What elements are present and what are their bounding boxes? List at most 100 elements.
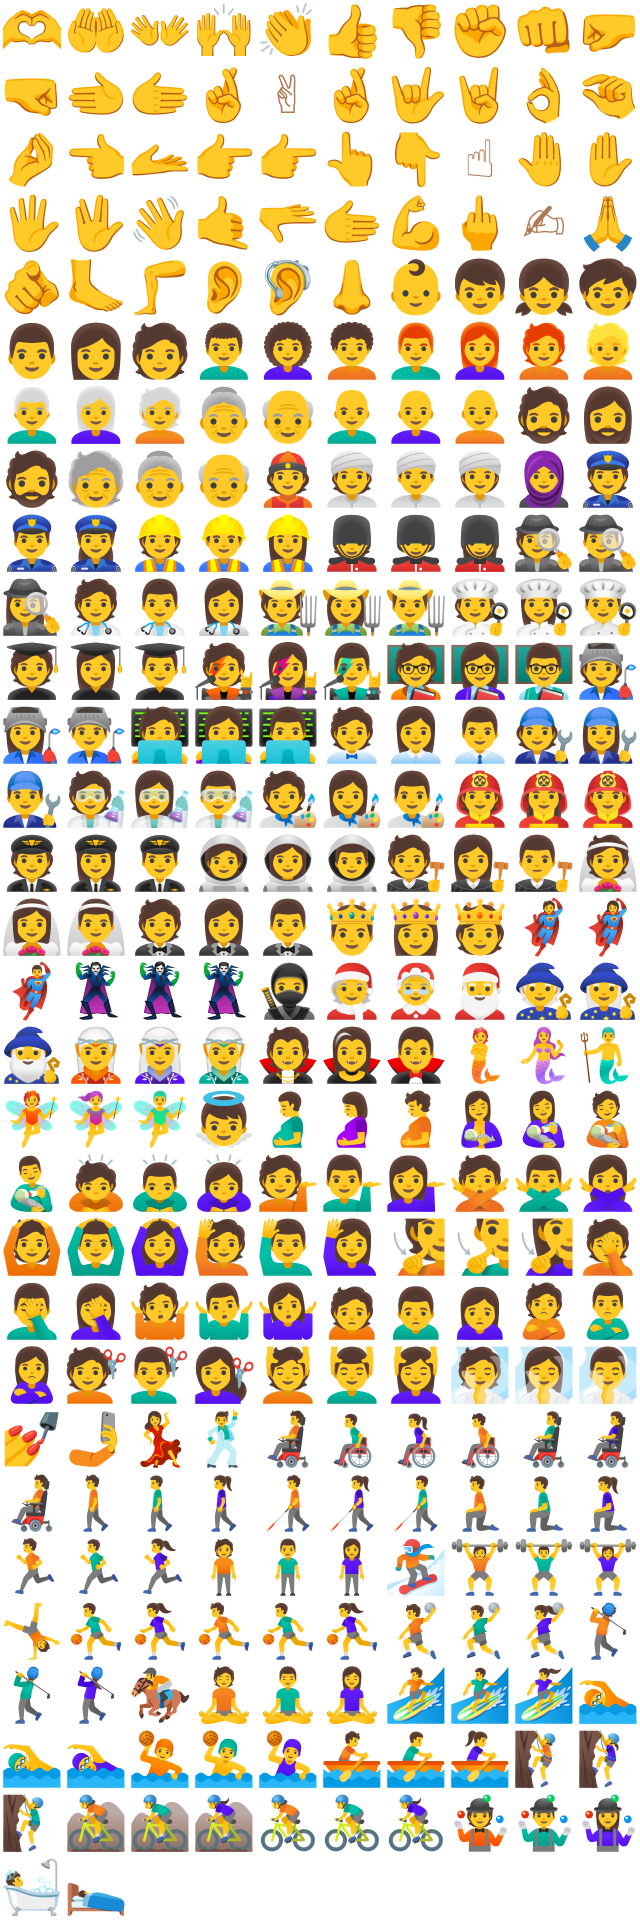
elf-icon: 🧝 [63, 1026, 129, 1086]
emoji-cell: 👃 [319, 256, 385, 320]
emoji-cell: 👩‍🔧 [576, 704, 640, 768]
woman-pilot-icon: 👩‍✈ [63, 834, 129, 894]
pinched-fingers-icon: 🤌 [0, 130, 65, 190]
emoji-cell: 🤦‍♂ [0, 1280, 64, 1344]
person-pouting-icon: 🙎 [511, 1282, 577, 1342]
emoji-cell: 🧙 [511, 960, 577, 1024]
person-playing-handball-icon: 🤾 [383, 1602, 449, 1662]
emoji-cell: 🧑‍🌾 [255, 576, 321, 640]
emoji-cell: 👲 [256, 448, 321, 512]
emoji-cell: 🥷 [255, 960, 321, 1024]
man-red-hair-icon: 👨‍🦰 [383, 322, 449, 382]
woman-in-tuxedo-icon: 🤵‍♀ [191, 898, 257, 958]
emoji-cell: 🤜 [0, 64, 64, 128]
emoji-cell: 👩‍🦽 [384, 1408, 449, 1472]
man-raising-hand-icon: 🙋‍♂ [255, 1218, 321, 1278]
emoji-cell: 🧑‍🎓 [0, 640, 64, 704]
emoji-cell: 🧑‍🍼 [576, 1088, 640, 1152]
emoji-cell: 🙆‍♂ [64, 1216, 129, 1280]
emoji-cell: 🙇 [63, 1152, 129, 1216]
man-facepalming-icon: 🤦‍♂ [0, 1282, 65, 1342]
emoji-cell: 💁‍♀ [384, 1152, 449, 1216]
emoji-cell: 🧑‍🏭 [576, 640, 640, 704]
woman-scientist-icon: 👩‍🔬 [127, 770, 193, 830]
fairy-icon: 🧚 [0, 1090, 65, 1150]
emoji-cell: 👉 [256, 128, 321, 192]
man-walking-icon: 🚶‍♂ [127, 1474, 193, 1534]
emoji-cell: 👨‍🔬 [191, 768, 257, 832]
woman-with-veil-icon: 👰‍♀ [0, 898, 65, 958]
man-running-icon: 🏃‍♂ [63, 1538, 129, 1598]
rightwards-hand-icon: 🫱 [127, 66, 193, 126]
person-playing-water-polo-icon: 🤽 [127, 1730, 193, 1790]
man-bouncing-ball-2-icon: ⛹‍♂ [255, 1602, 321, 1662]
person-cartwheeling-icon: 🤸 [0, 1602, 65, 1662]
emoji-cell: 🧎‍♂ [512, 1472, 577, 1536]
emoji-cell: 🧑‍🦱 [319, 320, 385, 384]
emoji-cell: 🧑‍🦲 [448, 384, 513, 448]
emoji-cell: 👨‍🔧 [0, 768, 64, 832]
flat-hand-icon: 🫱 [319, 194, 385, 254]
emoji-cell: 👱 [576, 320, 640, 384]
emoji-cell: ⛹‍♀ [127, 1600, 193, 1664]
woman-standing-icon: 🧍‍♀ [319, 1538, 385, 1598]
man-vampire-icon: 🧛‍♂ [383, 1026, 449, 1086]
man-juggling-icon: 🤹‍♂ [511, 1794, 577, 1854]
pregnant-man-icon: 🫃 [255, 1090, 321, 1150]
woman-technologist-icon: 👩‍💻 [191, 706, 257, 766]
woman-swimming-icon: 🏊‍♀ [63, 1730, 129, 1790]
older-man-icon: 👴 [191, 450, 257, 510]
emoji-cell: 👆 [320, 128, 385, 192]
emoji-cell: 👨‍💼 [448, 704, 513, 768]
palms-up-together-icon: 🤲 [63, 2, 129, 62]
emoji-cell: 👩‍⚕ [192, 576, 257, 640]
emoji-cell: 👩‍🌾 [320, 576, 385, 640]
farmer-icon: 🧑‍🌾 [255, 578, 321, 638]
emoji-cell: 🙇‍♂ [128, 1152, 193, 1216]
emoji-cell: 🙎‍♂ [576, 1280, 640, 1344]
woman-office-worker-icon: 👩‍💼 [383, 706, 449, 766]
merperson-icon: 🧜 [447, 1026, 513, 1086]
ninja-icon: 🥷 [255, 962, 321, 1022]
emoji-cell: 🧑‍⚖ [384, 832, 449, 896]
emoji-cell: 👳 [320, 448, 385, 512]
emoji-cell: 🛌 [64, 1856, 129, 1920]
emoji-cell: 🧔 [512, 384, 577, 448]
emoji-cell: 👩‍🦱 [256, 320, 321, 384]
astronaut-icon: 🧑‍🚀 [191, 834, 257, 894]
woman-bouncing-ball-icon: ⛹‍♀ [127, 1602, 193, 1662]
nose-icon: 👃 [319, 258, 385, 318]
man-pilot-icon: 👨‍✈ [127, 834, 193, 894]
prince-icon: 🤴 [319, 898, 385, 958]
emoji-cell: 👨‍🏭 [63, 704, 129, 768]
person-getting-haircut-icon: 💇 [63, 1346, 129, 1406]
breast-feeding-icon: 🤱 [447, 1090, 513, 1150]
woman-in-steamy-room-icon: 🧖‍♀ [511, 1346, 577, 1406]
emoji-cell: 💆 [256, 1344, 321, 1408]
woman-mountain-biking-icon: 🚵‍♀ [191, 1794, 257, 1854]
emoji-cell: 👈 [64, 128, 129, 192]
emoji-cell: 🏃 [0, 1536, 64, 1600]
emoji-cell: 🧚‍♀ [64, 1088, 129, 1152]
person-in-steamy-room-icon: 🧖 [447, 1346, 513, 1406]
person-beard-icon: 🧔 [0, 450, 65, 510]
leftwards-hand-icon: 🫲 [63, 66, 129, 126]
leg-icon: 🦵 [127, 258, 193, 318]
emoji-cell: 🙅 [448, 1152, 513, 1216]
person-in-motorized-wheelchair-icon: 🧑‍🦼 [255, 1410, 321, 1470]
emoji-cell: 👮 [576, 448, 640, 512]
person-bowing-icon: 🙇 [63, 1154, 129, 1214]
emoji-cell: 🤦 [576, 1216, 640, 1280]
older-man-white-hair-icon: 👴 [255, 386, 321, 446]
pilot-icon: 🧑‍✈ [0, 834, 65, 894]
emoji-cell: 🚣 [320, 1728, 385, 1792]
man-scientist-icon: 👨‍🔬 [191, 770, 257, 830]
person-golfing-icon: 🏌 [575, 1602, 640, 1662]
person-curly-hair-icon: 🧑‍🦱 [319, 322, 385, 382]
emoji-cell: 🤾 [383, 1600, 449, 1664]
man-factory-worker-icon: 👨‍🏭 [63, 706, 129, 766]
person-walking-icon: 🚶 [63, 1474, 129, 1534]
mage-icon: 🧙 [511, 962, 577, 1022]
emoji-cell: 👨‍🌾 [384, 576, 449, 640]
emoji-cell: 💅 [0, 1408, 64, 1472]
